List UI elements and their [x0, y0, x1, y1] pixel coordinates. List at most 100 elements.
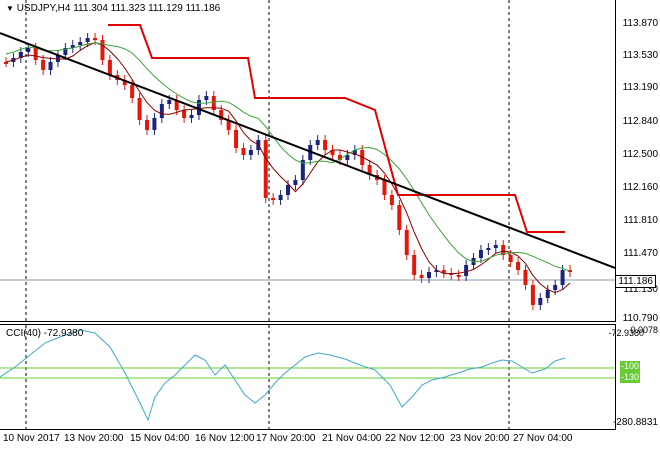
candle-body — [18, 52, 23, 58]
time-axis-label: 10 Nov 2017 — [3, 433, 60, 444]
candle-body — [323, 140, 328, 150]
time-axis-label: 13 Nov 20:00 — [64, 433, 124, 444]
time-axis-label: 17 Nov 20:00 — [256, 433, 316, 444]
candle-body — [226, 120, 231, 130]
candle-body — [538, 298, 543, 305]
candle-body — [508, 255, 513, 262]
candle-body — [315, 140, 320, 145]
price-axis-label: 113.870 — [622, 18, 658, 29]
cci-axis-bottom: -280.8831 — [612, 417, 658, 428]
price-axis-label: 112.500 — [622, 149, 658, 160]
candle-body — [530, 285, 535, 305]
candle-body — [464, 265, 469, 276]
trailing-stop-line — [108, 24, 565, 233]
candle-body — [145, 120, 149, 130]
candle-body — [271, 198, 276, 200]
cci-axis-top: 0.0078 — [630, 325, 658, 335]
candle-body — [330, 150, 335, 155]
price-pane[interactable] — [0, 0, 616, 322]
candle-body — [204, 96, 209, 100]
candle-body — [63, 48, 68, 55]
candle-body — [137, 98, 142, 120]
candle-body — [159, 104, 164, 118]
candle-body — [493, 245, 498, 248]
price-axis-label: 111.186 — [615, 275, 656, 288]
chart-title: ▼ USDJPY,H4 111.304 111.323 111.129 111.… — [6, 3, 220, 14]
candle-body — [167, 100, 172, 104]
time-axis-label: 15 Nov 04:00 — [130, 433, 190, 444]
cci-line — [0, 329, 566, 422]
time-axis-label: 21 Nov 04:00 — [322, 433, 382, 444]
candle-body — [434, 270, 439, 272]
price-axis-label: 113.190 — [622, 82, 658, 93]
candle-body — [41, 60, 46, 70]
candle-body — [337, 155, 342, 160]
ma-fast-line — [5, 42, 571, 294]
cci-pane[interactable] — [0, 324, 616, 430]
symbol-label: USDJPY,H4 — [16, 3, 71, 14]
price-axis-label: 111.470 — [623, 248, 658, 259]
candle-body — [48, 62, 53, 70]
candle-body — [211, 96, 216, 110]
cci-level-upper-tag: -100 — [620, 361, 640, 372]
time-axis-label: 23 Nov 20:00 — [450, 433, 510, 444]
candle-body — [78, 42, 83, 45]
price-axis-label: 112.160 — [622, 182, 658, 193]
candle-body — [352, 150, 357, 155]
candle-body — [182, 110, 187, 118]
candle-body — [382, 180, 387, 195]
candle-body — [501, 245, 506, 255]
candle-body — [33, 48, 38, 60]
candle-body — [286, 185, 290, 195]
candle-body — [545, 290, 550, 298]
dropdown-icon[interactable]: ▼ — [6, 4, 14, 13]
time-axis-label: 27 Nov 04:00 — [513, 433, 573, 444]
candle-body — [122, 80, 127, 85]
price-axis-label: 112.840 — [622, 116, 658, 127]
candle-body — [516, 262, 521, 270]
candle-body — [241, 148, 246, 155]
candle-body — [441, 270, 446, 273]
cci-axis-top-alt: -72.9380 — [608, 328, 644, 338]
cci-chart[interactable] — [0, 325, 615, 429]
candle-body — [174, 100, 179, 110]
candle-body — [300, 160, 305, 180]
candle-body — [152, 118, 157, 130]
trend-line — [0, 32, 616, 269]
candle-body — [389, 195, 394, 205]
candle-body — [427, 272, 431, 278]
ma-slow-line — [5, 42, 571, 272]
candle-body — [486, 248, 491, 250]
candle-body — [419, 275, 424, 278]
candle-body — [85, 38, 90, 42]
candle-body — [553, 285, 558, 290]
candle-body — [456, 275, 461, 277]
candle-body — [293, 180, 298, 185]
price-chart[interactable] — [0, 0, 616, 321]
candle-body — [278, 195, 283, 200]
ohlc-label: 111.304 111.323 111.129 111.186 — [73, 3, 221, 14]
candle-body — [130, 85, 135, 98]
time-axis-label: 22 Nov 12:00 — [385, 433, 445, 444]
price-axis-label: 113.530 — [622, 50, 658, 61]
candle-body — [93, 38, 98, 40]
candle-body — [404, 230, 409, 255]
time-axis-label: 16 Nov 12:00 — [195, 433, 255, 444]
price-axis-label: 110.790 — [622, 313, 658, 324]
candle-body — [412, 255, 417, 275]
candle-body — [263, 140, 268, 198]
price-axis-label: 111.810 — [623, 215, 658, 226]
candle-body — [248, 150, 253, 155]
candle-body — [26, 48, 31, 52]
candle-body — [4, 62, 8, 64]
candle-body — [560, 270, 565, 285]
candle-body — [234, 130, 239, 148]
candle-body — [189, 115, 194, 118]
cci-level-lower-tag: -130 — [620, 372, 640, 383]
candle-body — [478, 250, 483, 258]
candle-body — [345, 155, 350, 160]
candle-body — [367, 165, 372, 175]
cci-title: CCI(40) -72.9380 — [6, 328, 84, 339]
candle-body — [100, 40, 105, 60]
